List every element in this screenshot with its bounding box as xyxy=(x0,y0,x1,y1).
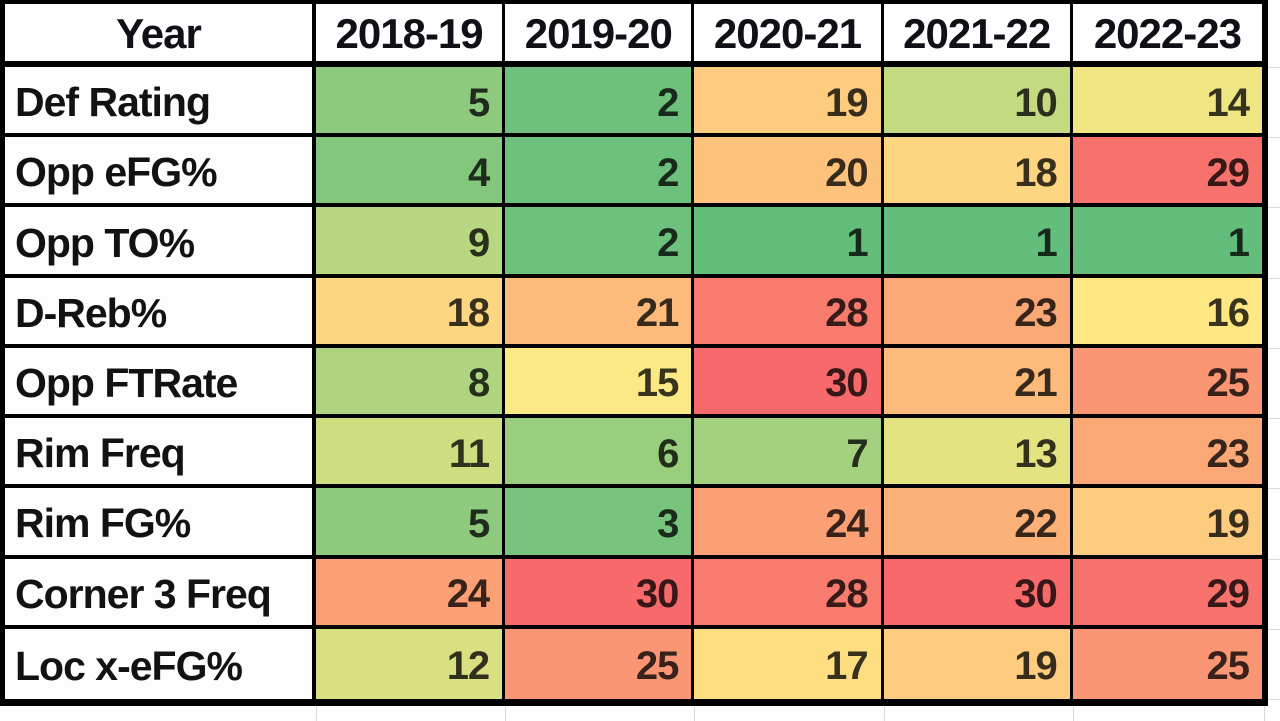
gridline-mark xyxy=(1268,629,1280,630)
row-label-def-rating[interactable]: Def Rating xyxy=(5,67,316,138)
row-label-loc-x-efg[interactable]: Loc x-eFG% xyxy=(5,628,316,699)
header-year-cell[interactable]: Year xyxy=(5,4,316,67)
cell-def-rating-2018-19[interactable]: 5 xyxy=(316,67,506,138)
gridline-mark xyxy=(1268,418,1280,419)
row-label-corner-3-freq[interactable]: Corner 3 Freq xyxy=(5,558,316,629)
header-cell-2019-20[interactable]: 2019-20 xyxy=(505,4,695,67)
cell-opp-to-2019-20[interactable]: 2 xyxy=(505,207,695,278)
cell-rim-freq-2022-23[interactable]: 23 xyxy=(1072,418,1262,489)
cell-opp-to-2022-23[interactable]: 1 xyxy=(1072,207,1262,278)
cell-opp-efg-2018-19[interactable]: 4 xyxy=(316,137,506,208)
cell-def-rating-2019-20[interactable]: 2 xyxy=(505,67,695,138)
cell-opp-ftrate-2021-22[interactable]: 21 xyxy=(883,347,1073,419)
defense-rank-heatmap-table: Year 2018-19 2019-20 2020-21 2021-22 2022-23 D… xyxy=(0,0,1268,706)
cell-loc-x-efg-2021-22[interactable]: 19 xyxy=(883,628,1073,699)
row-label-opp-to[interactable]: Opp TO% xyxy=(5,207,316,278)
cell-corner-3-freq-2019-20[interactable]: 30 xyxy=(505,558,695,629)
gridline-mark xyxy=(1268,559,1280,560)
row-label-rim-fg[interactable]: Rim FG% xyxy=(5,488,316,559)
cell-rim-fg-2022-23[interactable]: 19 xyxy=(1072,488,1262,559)
cell-opp-efg-2019-20[interactable]: 2 xyxy=(505,137,695,208)
cell-opp-to-2020-21[interactable]: 1 xyxy=(694,207,884,278)
row-label-opp-ftrate[interactable]: Opp FTRate xyxy=(5,347,316,419)
cell-opp-ftrate-2018-19[interactable]: 8 xyxy=(316,347,506,419)
gridline-mark xyxy=(1268,278,1280,279)
cell-rim-freq-2019-20[interactable]: 6 xyxy=(505,418,695,489)
header-cell-2022-23[interactable]: 2022-23 xyxy=(1072,4,1262,67)
cell-loc-x-efg-2019-20[interactable]: 25 xyxy=(505,628,695,699)
gridline-mark xyxy=(1268,207,1280,208)
gridline-mark xyxy=(1268,488,1280,489)
header-cell-2020-21[interactable]: 2020-21 xyxy=(694,4,884,67)
cell-loc-x-efg-2022-23[interactable]: 25 xyxy=(1072,628,1262,699)
cell-opp-ftrate-2022-23[interactable]: 25 xyxy=(1072,347,1262,419)
gridline-mark xyxy=(1268,699,1280,700)
cell-opp-to-2018-19[interactable]: 9 xyxy=(316,207,506,278)
gridline-mark xyxy=(316,706,317,721)
header-cell-2021-22[interactable]: 2021-22 xyxy=(883,4,1073,67)
cell-d-reb-2021-22[interactable]: 23 xyxy=(883,277,1073,348)
gridline-mark xyxy=(694,706,695,721)
sheet-margin-right xyxy=(1268,0,1280,721)
cell-d-reb-2018-19[interactable]: 18 xyxy=(316,277,506,348)
cell-opp-to-2021-22[interactable]: 1 xyxy=(883,207,1073,278)
cell-loc-x-efg-2018-19[interactable]: 12 xyxy=(316,628,506,699)
gridline-mark xyxy=(505,706,506,721)
cell-rim-fg-2018-19[interactable]: 5 xyxy=(316,488,506,559)
cell-opp-efg-2020-21[interactable]: 20 xyxy=(694,137,884,208)
gridline-mark xyxy=(1264,706,1265,721)
gridline-mark xyxy=(1268,137,1280,138)
cell-rim-freq-2018-19[interactable]: 11 xyxy=(316,418,506,489)
cell-rim-fg-2021-22[interactable]: 22 xyxy=(883,488,1073,559)
cell-corner-3-freq-2021-22[interactable]: 30 xyxy=(883,558,1073,629)
cell-corner-3-freq-2018-19[interactable]: 24 xyxy=(316,558,506,629)
cell-rim-fg-2020-21[interactable]: 24 xyxy=(694,488,884,559)
cell-d-reb-2020-21[interactable]: 28 xyxy=(694,277,884,348)
cell-opp-ftrate-2019-20[interactable]: 15 xyxy=(505,347,695,419)
cell-loc-x-efg-2020-21[interactable]: 17 xyxy=(694,628,884,699)
gridline-mark xyxy=(884,706,885,721)
row-label-d-reb[interactable]: D-Reb% xyxy=(5,277,316,348)
cell-def-rating-2022-23[interactable]: 14 xyxy=(1072,67,1262,138)
cell-d-reb-2022-23[interactable]: 16 xyxy=(1072,277,1262,348)
cell-def-rating-2021-22[interactable]: 10 xyxy=(883,67,1073,138)
cell-opp-efg-2021-22[interactable]: 18 xyxy=(883,137,1073,208)
cell-d-reb-2019-20[interactable]: 21 xyxy=(505,277,695,348)
cell-rim-freq-2020-21[interactable]: 7 xyxy=(694,418,884,489)
cell-opp-ftrate-2020-21[interactable]: 30 xyxy=(694,347,884,419)
gridline-mark xyxy=(1073,706,1074,721)
cell-opp-efg-2022-23[interactable]: 29 xyxy=(1072,137,1262,208)
cell-rim-fg-2019-20[interactable]: 3 xyxy=(505,488,695,559)
cell-rim-freq-2021-22[interactable]: 13 xyxy=(883,418,1073,489)
header-cell-2018-19[interactable]: 2018-19 xyxy=(316,4,506,67)
row-label-rim-freq[interactable]: Rim Freq xyxy=(5,418,316,489)
gridline-mark xyxy=(1268,348,1280,349)
cell-corner-3-freq-2022-23[interactable]: 29 xyxy=(1072,558,1262,629)
gridline-mark xyxy=(1268,67,1280,68)
row-label-opp-efg[interactable]: Opp eFG% xyxy=(5,137,316,208)
sheet-margin-bottom xyxy=(0,706,1280,721)
cell-def-rating-2020-21[interactable]: 19 xyxy=(694,67,884,138)
cell-corner-3-freq-2020-21[interactable]: 28 xyxy=(694,558,884,629)
